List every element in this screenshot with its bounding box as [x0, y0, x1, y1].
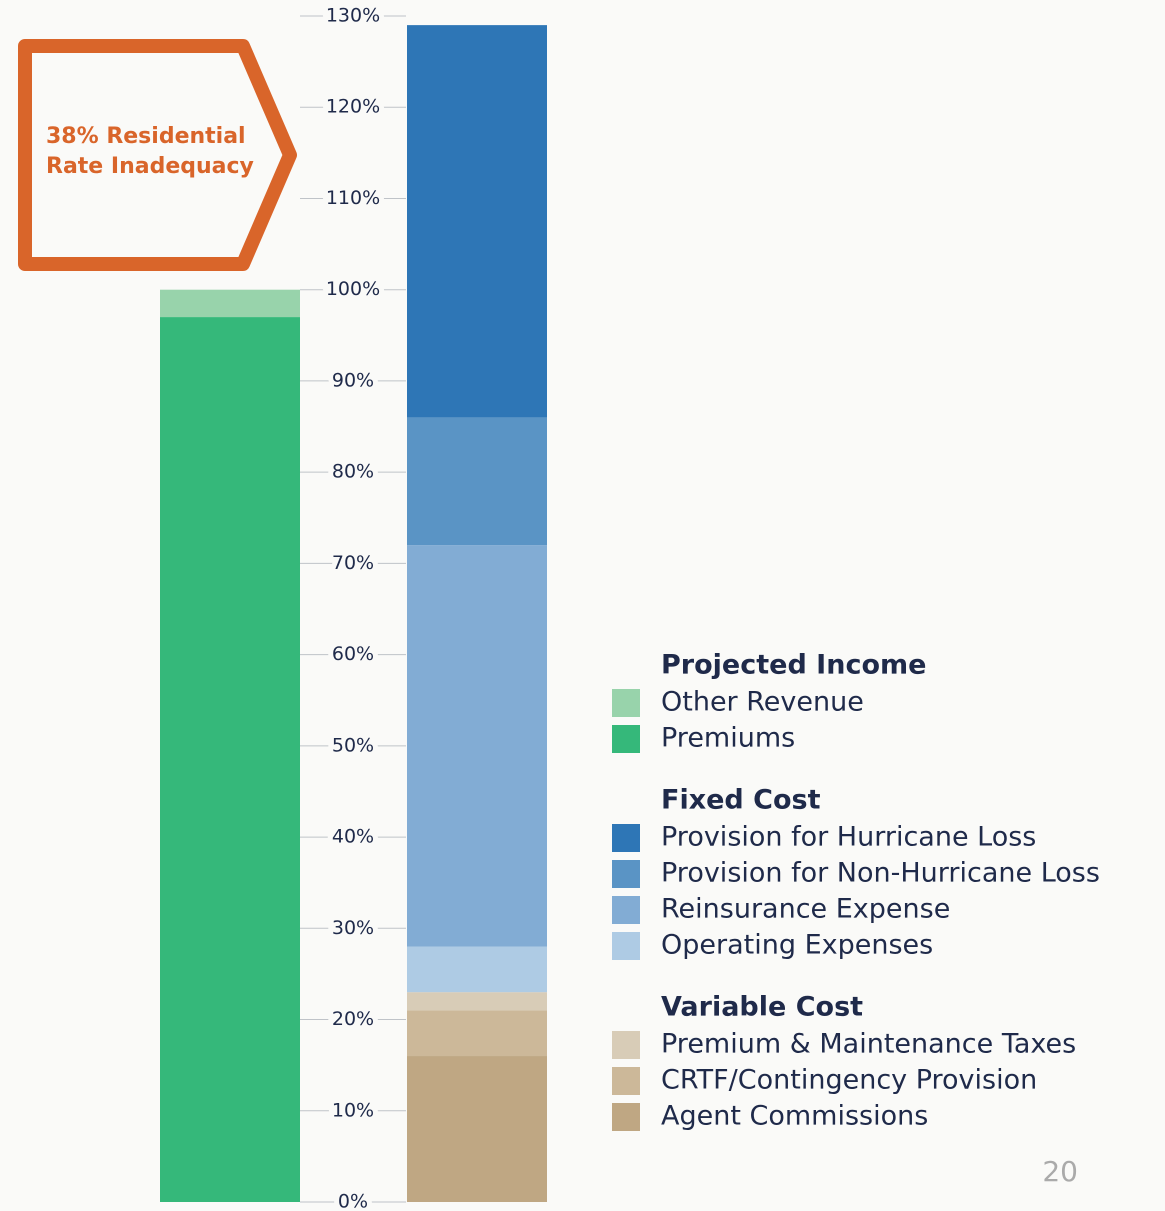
y-tick-label: 40%: [332, 826, 374, 848]
bar-segment: [407, 417, 547, 546]
legend-swatch: [612, 689, 640, 717]
legend-swatch: [612, 932, 640, 960]
y-tick-label: 20%: [332, 1008, 374, 1030]
bar-segment: [407, 25, 547, 418]
legend-swatch: [612, 1031, 640, 1059]
legend-label: Operating Expenses: [661, 930, 933, 961]
legend-swatch: [612, 1067, 640, 1095]
legend-swatch: [612, 725, 640, 753]
page-number: 20: [1042, 1155, 1078, 1188]
bar-segment: [407, 992, 547, 1011]
legend-label: Provision for Hurricane Loss: [661, 822, 1036, 853]
legend-label: Reinsurance Expense: [661, 894, 950, 925]
bar-segment: [407, 1056, 547, 1202]
legend-group-title: Projected Income: [661, 650, 926, 681]
y-tick-label: 110%: [326, 187, 380, 209]
legend-swatch: [612, 824, 640, 852]
annotation: 38% Residential Rate Inadequacy: [46, 124, 254, 179]
bar-segment: [160, 317, 300, 1202]
legend-swatch: [612, 860, 640, 888]
bar-segment: [407, 1010, 547, 1057]
y-tick-label: 50%: [332, 734, 374, 756]
y-tick-label: 80%: [332, 461, 374, 483]
legend-label: Other Revenue: [661, 687, 864, 718]
legend-swatch: [612, 896, 640, 924]
bar-segment: [407, 545, 547, 947]
annotation-box: [18, 39, 297, 271]
y-tick-label: 100%: [326, 278, 380, 300]
y-tick-label: 30%: [332, 917, 374, 939]
legend-label: CRTF/Contingency Provision: [661, 1065, 1037, 1096]
y-tick-label: 70%: [332, 552, 374, 574]
y-tick-label: 120%: [326, 96, 380, 118]
legend-group-title: Fixed Cost: [661, 785, 821, 816]
y-tick-label: 130%: [326, 5, 380, 27]
legend-group-title: Variable Cost: [661, 992, 863, 1023]
y-tick-label: 0%: [338, 1191, 368, 1211]
y-tick-label: 90%: [332, 369, 374, 391]
bar-segment: [160, 289, 300, 318]
legend-label: Provision for Non-Hurricane Loss: [661, 858, 1100, 889]
bar-segment: [407, 946, 547, 993]
legend-label: Agent Commissions: [661, 1101, 928, 1132]
annotation-area: 38% Residential Rate Inadequacy: [46, 124, 254, 179]
y-tick-label: 60%: [332, 643, 374, 665]
legend-label: Premiums: [661, 723, 795, 754]
legend-label: Premium & Maintenance Taxes: [661, 1029, 1076, 1060]
legend-swatch: [612, 1103, 640, 1131]
y-tick-label: 10%: [332, 1099, 374, 1121]
